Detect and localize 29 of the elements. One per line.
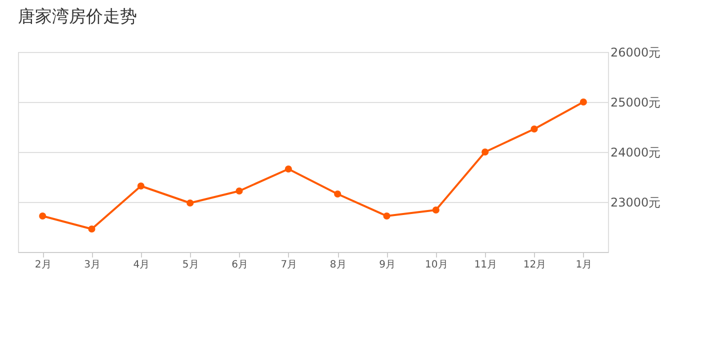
x-tick-label: 3月 bbox=[84, 260, 100, 270]
x-tick-label: 10月 bbox=[425, 260, 448, 270]
point bbox=[186, 199, 194, 207]
point bbox=[88, 225, 96, 233]
point bbox=[284, 165, 292, 173]
point bbox=[432, 206, 440, 214]
point bbox=[137, 182, 144, 190]
point bbox=[530, 125, 538, 133]
y-tick-label: 24000元 bbox=[610, 146, 661, 160]
y-tick-label: 25000元 bbox=[610, 96, 661, 110]
x-tick-label: 2月 bbox=[34, 260, 52, 270]
point bbox=[482, 148, 489, 156]
x-tick-label: 1月 bbox=[576, 260, 592, 270]
x-tick-label: 4月 bbox=[133, 260, 150, 270]
chart-title: 唐家湾房价走势 bbox=[18, 7, 137, 27]
point bbox=[39, 212, 46, 220]
x-tick-label: 6月 bbox=[232, 260, 248, 270]
x-tick-label: 11月 bbox=[474, 260, 497, 270]
point bbox=[236, 187, 243, 195]
point bbox=[383, 212, 390, 220]
x-tick-label: 7月 bbox=[280, 260, 298, 270]
x-tick-label: 12月 bbox=[523, 260, 546, 270]
y-tick-label: 23000元 bbox=[610, 196, 661, 210]
x-tick-label: 8月 bbox=[330, 260, 346, 270]
x-tick-label: 9月 bbox=[379, 260, 396, 270]
point bbox=[334, 190, 342, 198]
point bbox=[580, 98, 587, 106]
y-tick-label: 26000元 bbox=[610, 46, 661, 60]
x-tick-label: 5月 bbox=[182, 260, 199, 270]
